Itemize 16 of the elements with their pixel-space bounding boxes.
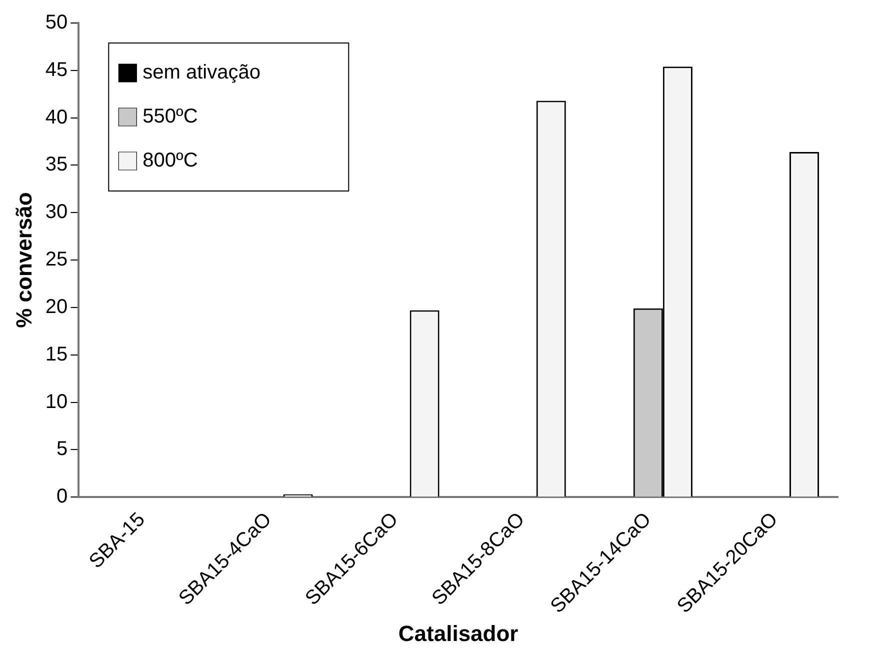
y-tick-label: 30 xyxy=(45,201,68,224)
y-tick-label: 0 xyxy=(56,486,68,508)
y-tick-label: 40 xyxy=(45,106,68,128)
legend-label: 550ºC xyxy=(142,106,198,128)
y-tick-label: 45 xyxy=(45,58,68,81)
y-tick-label: 5 xyxy=(56,438,68,460)
legend-label: sem ativação xyxy=(142,62,260,84)
y-tick-label: 35 xyxy=(45,154,68,176)
y-tick-label: 10 xyxy=(45,390,68,413)
legend-label: 800ºC xyxy=(142,150,198,172)
y-tick-label: 50 xyxy=(45,12,68,34)
y-tick-label: 20 xyxy=(45,296,68,318)
x-axis-title: Catalisador xyxy=(398,620,519,646)
y-tick-label: 15 xyxy=(45,343,68,366)
y-tick-label: 25 xyxy=(45,248,68,271)
y-axis-title: % conversão xyxy=(11,192,36,328)
